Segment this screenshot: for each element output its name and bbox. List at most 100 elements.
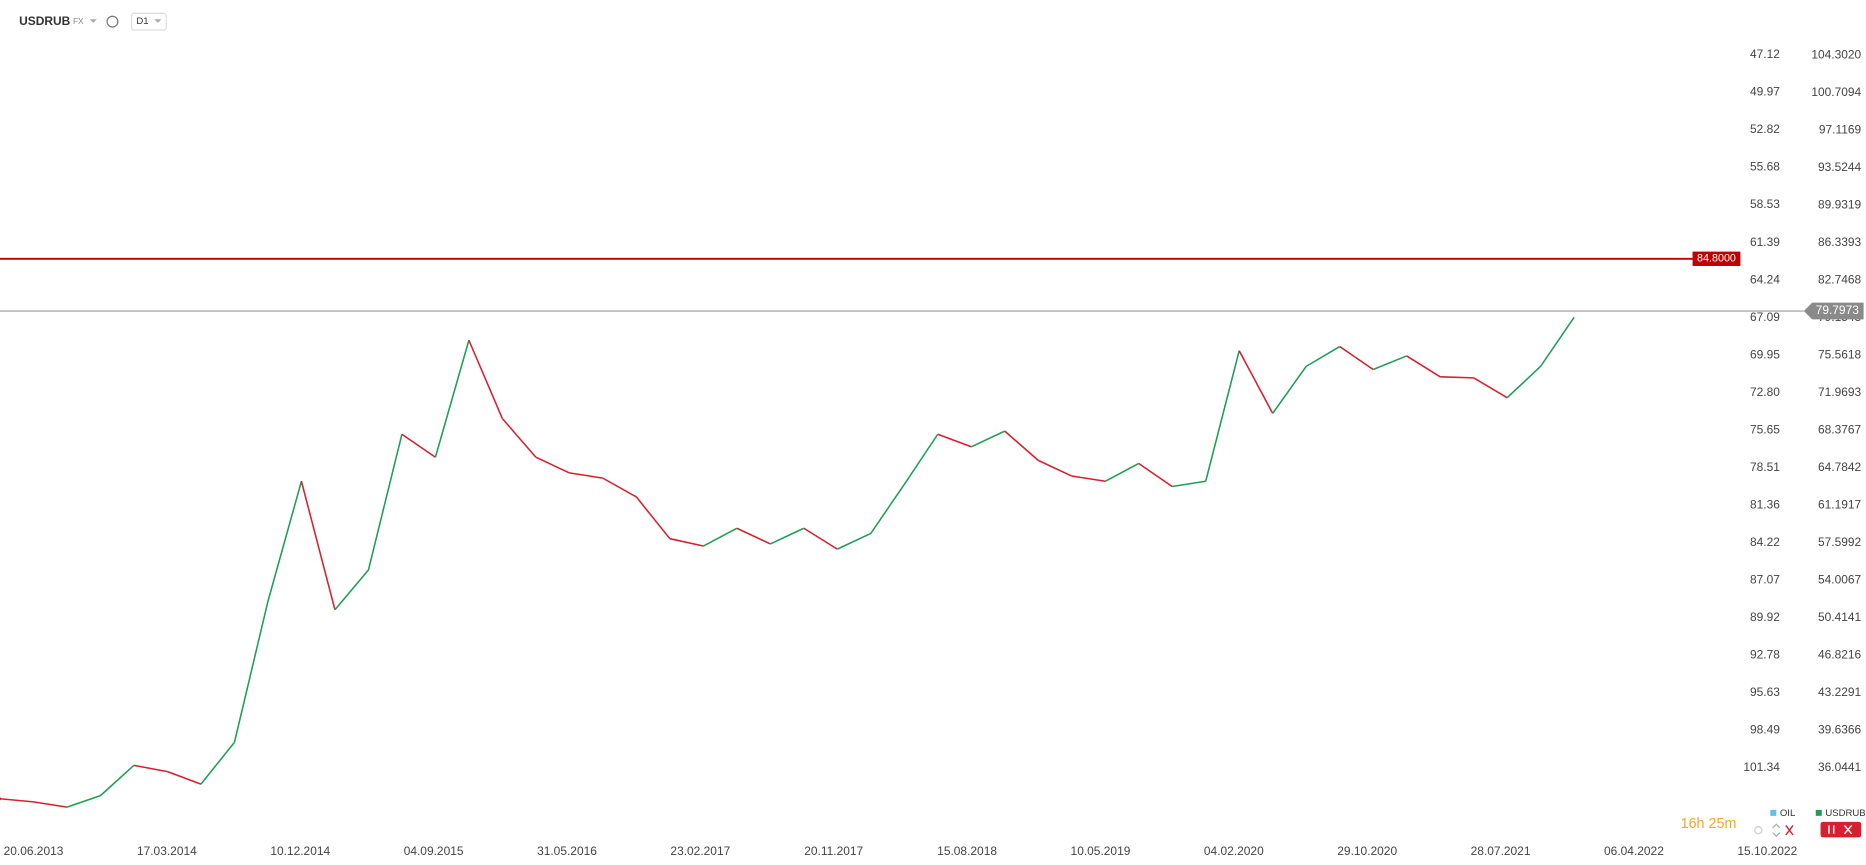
price-segment: [1172, 480, 1206, 488]
price-segment: [1238, 350, 1274, 414]
price-segment: [1204, 350, 1240, 482]
y2-tick-label: 64.24: [1750, 272, 1780, 286]
y-tick-label: 86.3393: [1818, 235, 1862, 249]
y2-tick-label: 78.51: [1750, 460, 1780, 474]
y2-tick-label: 67.09: [1750, 310, 1780, 324]
price-segment: [1037, 459, 1073, 477]
y2-tick-label: 52.82: [1750, 122, 1780, 136]
y-tick-label: 36.0441: [1818, 760, 1862, 774]
price-segment: [267, 481, 303, 602]
x-tick-label: 04.02.2020: [1204, 844, 1264, 858]
price-segment: [1406, 355, 1441, 378]
price-segment: [1272, 365, 1307, 414]
y2-tick-label: 95.63: [1750, 685, 1780, 699]
y2-tick-label: 101.34: [1743, 760, 1780, 774]
y-tick-label: 97.1169: [1819, 122, 1862, 136]
info-icon[interactable]: [106, 15, 119, 28]
x-tick-label: 29.10.2020: [1337, 844, 1397, 858]
y-tick-label: 43.2291: [1818, 685, 1862, 699]
price-segment: [33, 801, 68, 808]
y2-tick-label: 87.07: [1750, 572, 1780, 586]
price-segment: [367, 434, 403, 571]
price-segment: [1372, 355, 1407, 371]
price-segment: [501, 418, 537, 458]
legend-swatch: [1815, 809, 1822, 816]
x-tick-label: 17.03.2014: [137, 844, 197, 858]
y-tick-label: 46.8216: [1818, 648, 1862, 662]
timer: 16h 25m: [1681, 816, 1737, 832]
x-tick-label: 15.08.2018: [937, 844, 997, 858]
plot-area: 104.3020 100.7094 97.1169 93.5244 89.9319 86.…: [0, 47, 1866, 858]
x-tick-label: 04.09.2015: [404, 844, 464, 858]
price-segment: [66, 794, 101, 808]
price-segment: [133, 764, 168, 773]
price-segment: [434, 340, 470, 458]
level-label: 84.8000: [1697, 253, 1736, 265]
level-label-box: [1692, 251, 1741, 266]
x-tick-label: 06.04.2022: [1604, 844, 1664, 858]
y-tick-label: 68.3767: [1818, 422, 1862, 436]
x-tick-label: 28.07.2021: [1471, 844, 1531, 858]
price-segment: [233, 601, 269, 743]
y2-tick-label: 98.49: [1750, 723, 1780, 737]
y-tick-label: 75.5618: [1818, 347, 1862, 361]
price-segment: [803, 527, 838, 550]
price-segment: [635, 496, 671, 540]
price-segment: [200, 741, 236, 785]
toolbar: USDRUB FX D1: [19, 12, 167, 31]
y-tick-label: 82.7468: [1818, 272, 1862, 286]
dropdown-arrow: [154, 19, 162, 23]
price-segment: [1004, 430, 1039, 461]
x-tick-label: 20.11.2017: [804, 844, 863, 858]
price-segment: [569, 472, 603, 479]
y-tick-label: 100.7094: [1811, 85, 1861, 99]
sort-icon[interactable]: [1772, 823, 1781, 838]
y2-tick-label: 61.39: [1750, 235, 1780, 249]
price-segment: [1473, 377, 1508, 399]
y2-tick-label: 84.22: [1750, 535, 1780, 549]
price-segment: [1138, 462, 1173, 488]
y-tick-label: 61.1917: [1818, 498, 1862, 512]
x-tick-label: 10.12.2014: [270, 844, 330, 858]
y2-tick-label: 49.97: [1750, 85, 1780, 99]
y2-tick-label: 55.68: [1750, 160, 1780, 174]
price-segment: [1305, 345, 1341, 368]
y-tick-label: 64.7842: [1818, 460, 1862, 474]
y-tick-label: 57.5992: [1818, 535, 1862, 549]
y-tick-label: 89.9319: [1818, 197, 1862, 211]
interval-box[interactable]: [130, 12, 167, 31]
price-segment: [736, 527, 771, 545]
y2-tick-label: 47.12: [1750, 47, 1780, 61]
alert-button[interactable]: [1820, 821, 1862, 838]
y-tick-label: 104.3020: [1811, 47, 1861, 61]
y-tick-label: 54.0067: [1818, 573, 1862, 587]
price-segment: [167, 770, 202, 785]
y2-tick-label: 69.95: [1750, 347, 1780, 361]
market: FX: [73, 16, 84, 26]
close-icon[interactable]: [1785, 825, 1794, 836]
last-price-box: [1803, 302, 1864, 320]
price-segment: [903, 433, 939, 485]
price-segment: [468, 339, 504, 419]
dropdown-arrow[interactable]: [89, 19, 97, 23]
eye-icon[interactable]: [1754, 826, 1763, 835]
legend-label: USDRUB: [1825, 808, 1865, 819]
symbol[interactable]: USDRUB: [19, 14, 71, 28]
price-segment: [535, 456, 570, 474]
legend-swatch: [1770, 809, 1777, 816]
price-segment: [836, 532, 872, 550]
x-tick-label: 23.02.2017: [670, 844, 730, 858]
price-segment: [669, 537, 704, 547]
price-segment: [1071, 475, 1106, 483]
price-segment: [1540, 316, 1575, 367]
y-tick-label: 93.5244: [1818, 160, 1862, 174]
price-segment: [1506, 365, 1542, 399]
price-segment: [99, 764, 135, 797]
y2-tick-label: 75.65: [1750, 422, 1780, 436]
y-tick-label: 50.4141: [1818, 610, 1862, 624]
price-segment: [702, 527, 738, 547]
y2-tick-label: 89.92: [1750, 610, 1780, 624]
price-segment: [602, 477, 637, 498]
y2-tick-label: 81.36: [1750, 497, 1780, 511]
